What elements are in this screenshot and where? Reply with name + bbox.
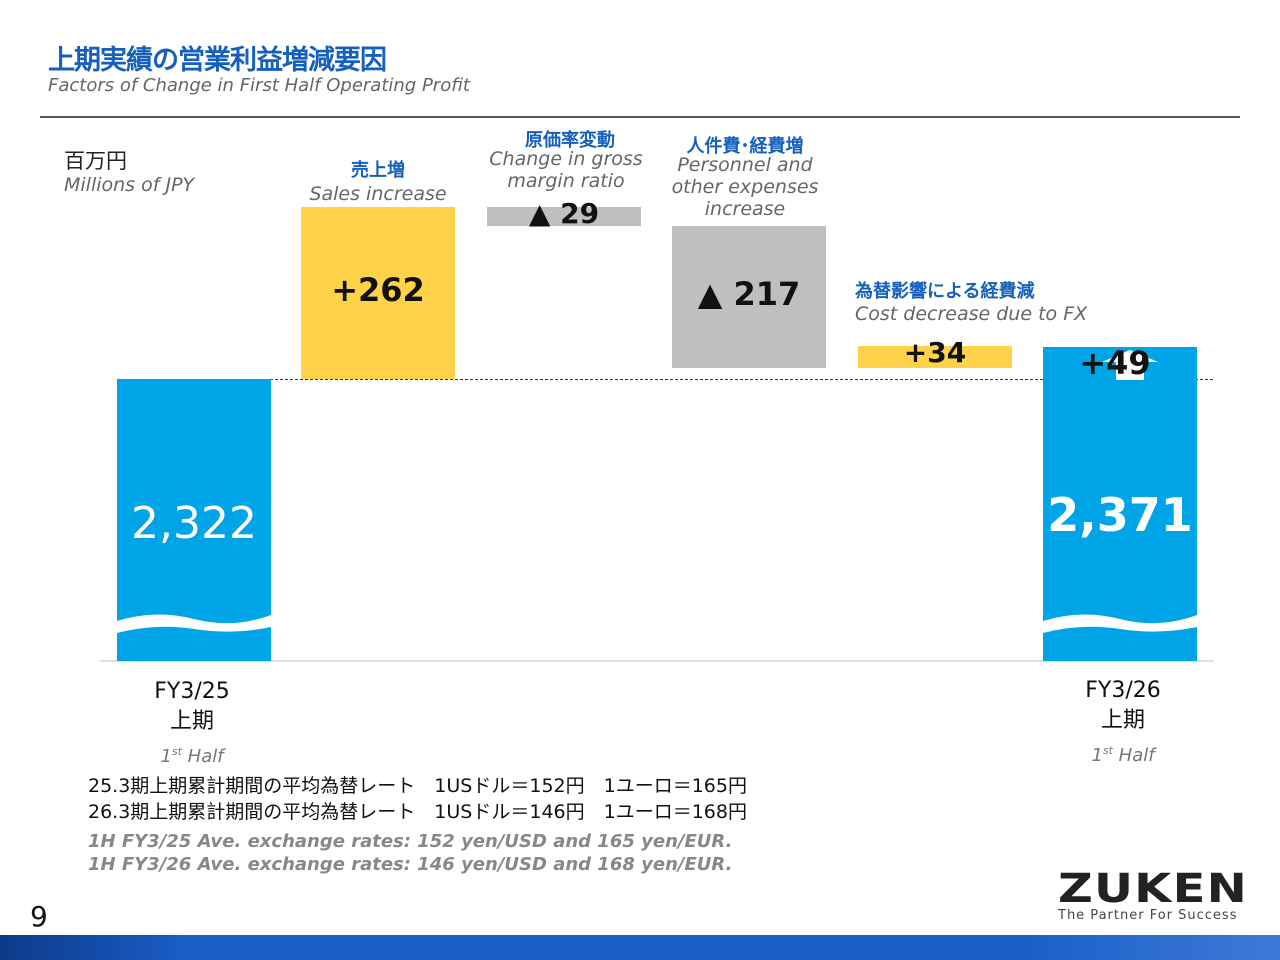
axis-break-icon (117, 614, 271, 633)
x-label-en: 1st Half (160, 745, 224, 767)
fx-note-en-1: 1H FY3/25 Ave. exchange rates: 152 yen/U… (88, 831, 733, 852)
x-label-jp: 上期 (169, 709, 214, 734)
factor-margin-jp: 原価率変動 (525, 130, 615, 151)
divider (40, 116, 1240, 118)
bar-decrease (487, 207, 641, 227)
fx-note-jp-1: 25.3期上期累計期間の平均為替レート 1USドル＝152円 1ユーロ＝165円 (88, 775, 747, 797)
factor-sales-jp: 売上増 (351, 160, 405, 181)
footer-band (0, 935, 1280, 960)
x-axis (100, 660, 1214, 662)
x-label-fy25: FY3/25 上期 1st Half (117, 677, 267, 772)
bar-increase (858, 346, 1012, 369)
page-title: 上期実績の営業利益増減要因 (48, 45, 387, 76)
x-label-fy: FY3/26 (1085, 678, 1161, 703)
bar-total (1043, 346, 1197, 661)
bar-total (117, 379, 271, 661)
zuken-logo: ZUKEN (1058, 866, 1248, 912)
axis-break-icon (1043, 614, 1197, 633)
x-label-fy: FY3/25 (154, 679, 230, 704)
value-label: ▲ 29 (528, 197, 600, 231)
value-label: +34 (903, 336, 967, 370)
baseline-dashed-line (270, 379, 1213, 380)
factor-fx-jp: 為替影響による経費減 (855, 281, 1035, 302)
net-change-arrow-icon (1100, 348, 1160, 386)
fx-note-jp-2: 26.3期上期累計期間の平均為替レート 1USドル＝146円 1ユーロ＝168円 (88, 801, 747, 823)
value-label: 2,322 (131, 498, 257, 549)
factor-sales-en: Sales increase (309, 183, 447, 205)
page-number: 9 (30, 900, 48, 933)
value-label: +262 (331, 271, 425, 310)
x-label-fy26: FY3/26 上期 1st Half (1048, 676, 1198, 771)
x-label-en: 1st Half (1091, 744, 1155, 766)
bar-decrease (672, 226, 826, 369)
net-change-label: +49 (1079, 344, 1151, 382)
unit-label-en: Millions of JPY (64, 174, 195, 196)
unit-label-jp: 百万円 (64, 149, 127, 173)
value-label: 2,371 (1047, 488, 1193, 542)
factor-margin-en: Change in gross margin ratio (489, 148, 643, 192)
factor-fx-en: Cost decrease due to FX (855, 303, 1088, 325)
x-label-jp: 上期 (1100, 708, 1145, 733)
bar-increase (301, 207, 455, 379)
value-label: ▲ 217 (697, 275, 801, 314)
logo-tagline: The Partner For Success (1058, 908, 1238, 923)
factor-expenses-en: Personnel and other expenses increase (671, 154, 819, 220)
factor-expenses-jp: 人件費･経費増 (686, 136, 804, 157)
page-subtitle: Factors of Change in First Half Operatin… (48, 75, 470, 96)
fx-note-en-2: 1H FY3/26 Ave. exchange rates: 146 yen/U… (88, 854, 733, 875)
